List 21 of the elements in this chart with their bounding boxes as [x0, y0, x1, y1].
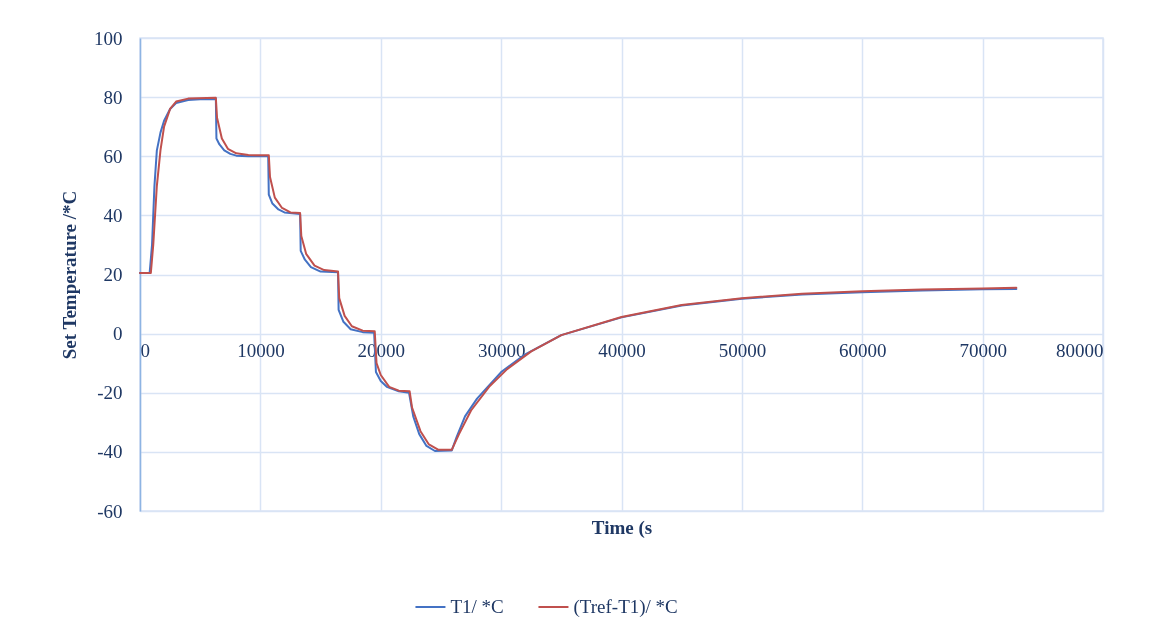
- y-tick-label: -60: [97, 500, 123, 522]
- y-tick-label: -20: [97, 382, 123, 404]
- x-tick-label: 70000: [959, 340, 1007, 362]
- x-tick-label: 10000: [237, 340, 285, 362]
- y-tick-label: 40: [103, 204, 123, 226]
- x-tick-label: 30000: [477, 340, 526, 362]
- legend-label: T1/ *C: [450, 596, 504, 617]
- y-tick-label: 20: [103, 264, 123, 285]
- x-tick-label: 40000: [598, 340, 646, 362]
- x-tick-label: 60000: [839, 340, 887, 362]
- y-tick-label: 100: [94, 27, 123, 49]
- x-tick-label: 50000: [718, 340, 767, 362]
- x-axis-title: Time (s: [591, 516, 653, 539]
- x-tick-label: 0: [140, 340, 150, 362]
- legend-label: (Tref-T1)/ *C: [573, 596, 678, 618]
- x-tick-label: 80000: [1056, 340, 1104, 362]
- y-axis-title: Set Temperature /*C: [59, 190, 80, 360]
- y-tick-label: 60: [103, 145, 123, 167]
- y-tick-label: 0: [113, 323, 123, 345]
- y-tick-label: -40: [97, 441, 123, 463]
- y-tick-label: 80: [103, 86, 123, 108]
